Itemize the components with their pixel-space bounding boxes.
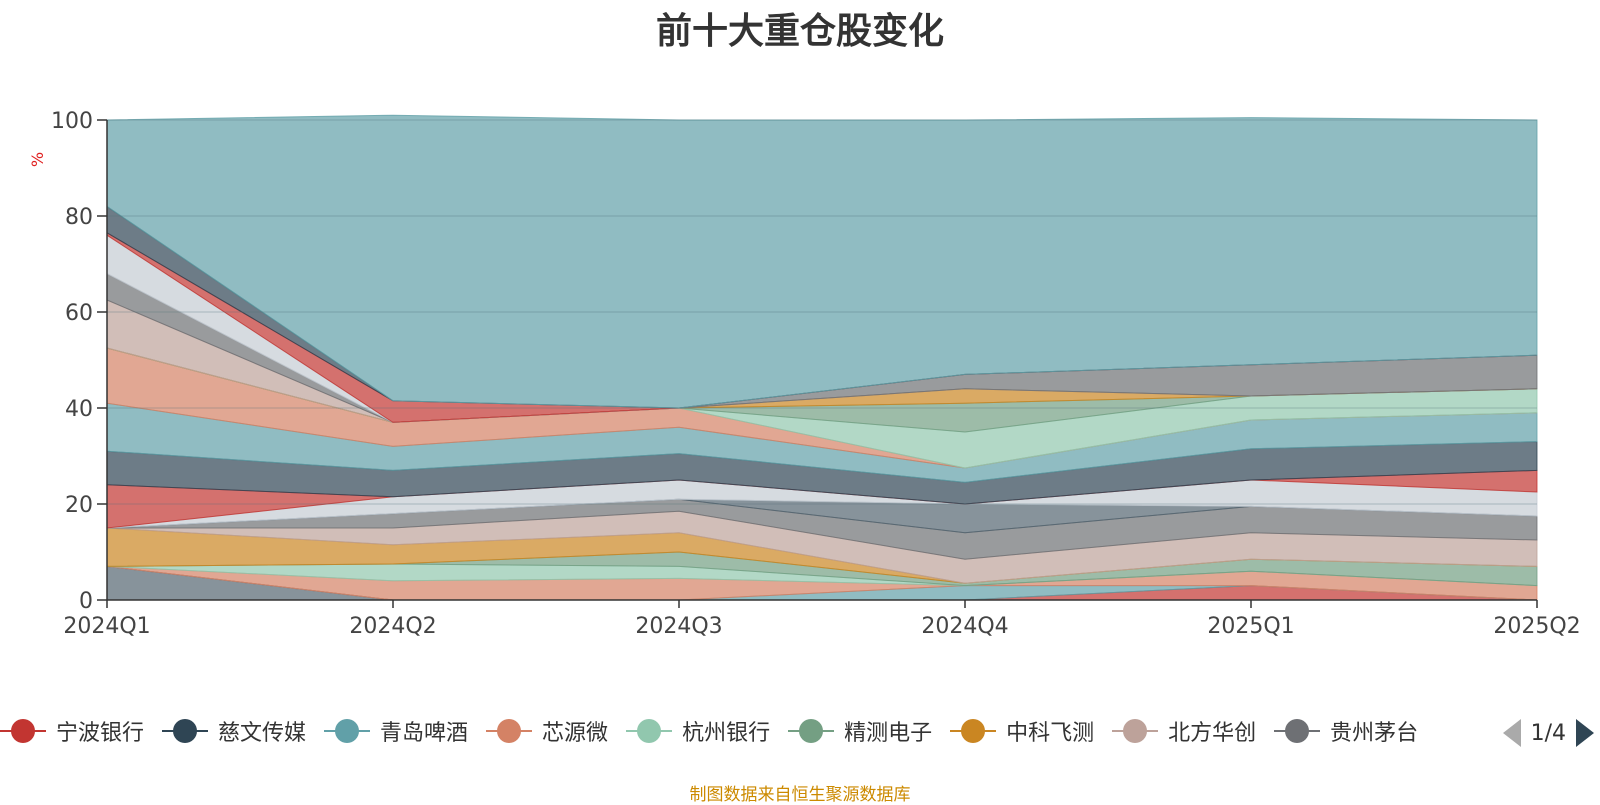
legend-item-label: 精测电子 (844, 721, 933, 746)
legend-item-label: 北方华创 (1168, 721, 1257, 746)
legend-pager: 1/4 (1494, 719, 1594, 747)
chart-title: 前十大重仓股变化 (655, 11, 944, 52)
legend-item[interactable]: 北方华创 (1112, 715, 1256, 747)
legend-item-label: 青岛啤酒 (380, 721, 469, 746)
legend-marker-dot (961, 719, 986, 743)
legend-marker-dot (637, 719, 662, 743)
legend-marker-icon (1112, 718, 1159, 744)
x-tick-label: 2024Q3 (635, 614, 722, 639)
legend-marker-icon (626, 718, 673, 744)
x-tick-label: 2024Q1 (63, 614, 150, 639)
legend-item-label: 杭州银行 (682, 721, 771, 746)
y-tick-label: 80 (65, 205, 93, 230)
legend-item[interactable]: 中科飞测 (950, 715, 1094, 747)
x-tick-label: 2025Q1 (1207, 614, 1294, 639)
next-page-icon[interactable] (1576, 719, 1594, 747)
legend-item-label: 贵州茅台 (1330, 721, 1419, 746)
area-layer (106, 114, 1538, 601)
legend-marker-dot (335, 719, 360, 743)
legend-marker-icon (162, 718, 209, 744)
y-tick-label: 60 (65, 301, 93, 326)
area-series-24 (106, 114, 1538, 409)
legend-item[interactable]: 精测电子 (788, 715, 932, 747)
legend-marker-icon (1274, 718, 1321, 744)
legend-item[interactable]: 杭州银行 (626, 715, 770, 747)
previous-page-icon[interactable] (1502, 719, 1521, 747)
y-tick-label: 100 (51, 109, 93, 134)
legend-marker-icon (486, 718, 533, 744)
legend-item-label: 慈文传媒 (218, 721, 307, 746)
legend-marker-dot (799, 719, 824, 743)
y-tick-label: 0 (79, 589, 93, 614)
legend: 宁波银行 慈文传媒 青岛啤酒 芯源微 杭州银行 精测电子 中科飞测 北方华创 贵州茅台 (0, 715, 1500, 755)
legend-item[interactable]: 芯源微 (486, 715, 608, 747)
legend-marker-dot (1285, 719, 1310, 743)
legend-marker-dot (497, 719, 522, 743)
legend-marker-icon (788, 718, 835, 744)
y-tick-label: 20 (65, 493, 93, 518)
x-tick-label: 2025Q2 (1493, 614, 1580, 639)
x-tick-label: 2024Q2 (349, 614, 436, 639)
legend-item[interactable]: 贵州茅台 (1274, 715, 1418, 747)
legend-marker-dot (173, 719, 198, 743)
x-tick-label: 2024Q4 (921, 614, 1008, 639)
legend-marker-dot (11, 719, 35, 743)
legend-item[interactable]: 慈文传媒 (162, 715, 306, 747)
legend-marker-icon (950, 718, 997, 744)
data-source-note: 制图数据来自恒生聚源数据库 (689, 785, 911, 805)
legend-item-label: 芯源微 (542, 721, 609, 746)
y-tick-label: 40 (65, 397, 93, 422)
legend-marker-icon (0, 718, 46, 744)
legend-item-label: 中科飞测 (1006, 721, 1095, 746)
legend-item[interactable]: 宁波银行 (0, 715, 144, 747)
legend-page-indicator: 1/4 (1530, 720, 1566, 746)
legend-item-label: 宁波银行 (56, 721, 145, 746)
legend-item[interactable]: 青岛啤酒 (324, 715, 468, 747)
legend-marker-icon (324, 718, 371, 744)
axis-layer: 0 20 40 60 80 100 2024Q1 2024Q2 2024Q3 2024Q4 2025… (51, 109, 1581, 639)
legend-marker-dot (1123, 719, 1148, 743)
